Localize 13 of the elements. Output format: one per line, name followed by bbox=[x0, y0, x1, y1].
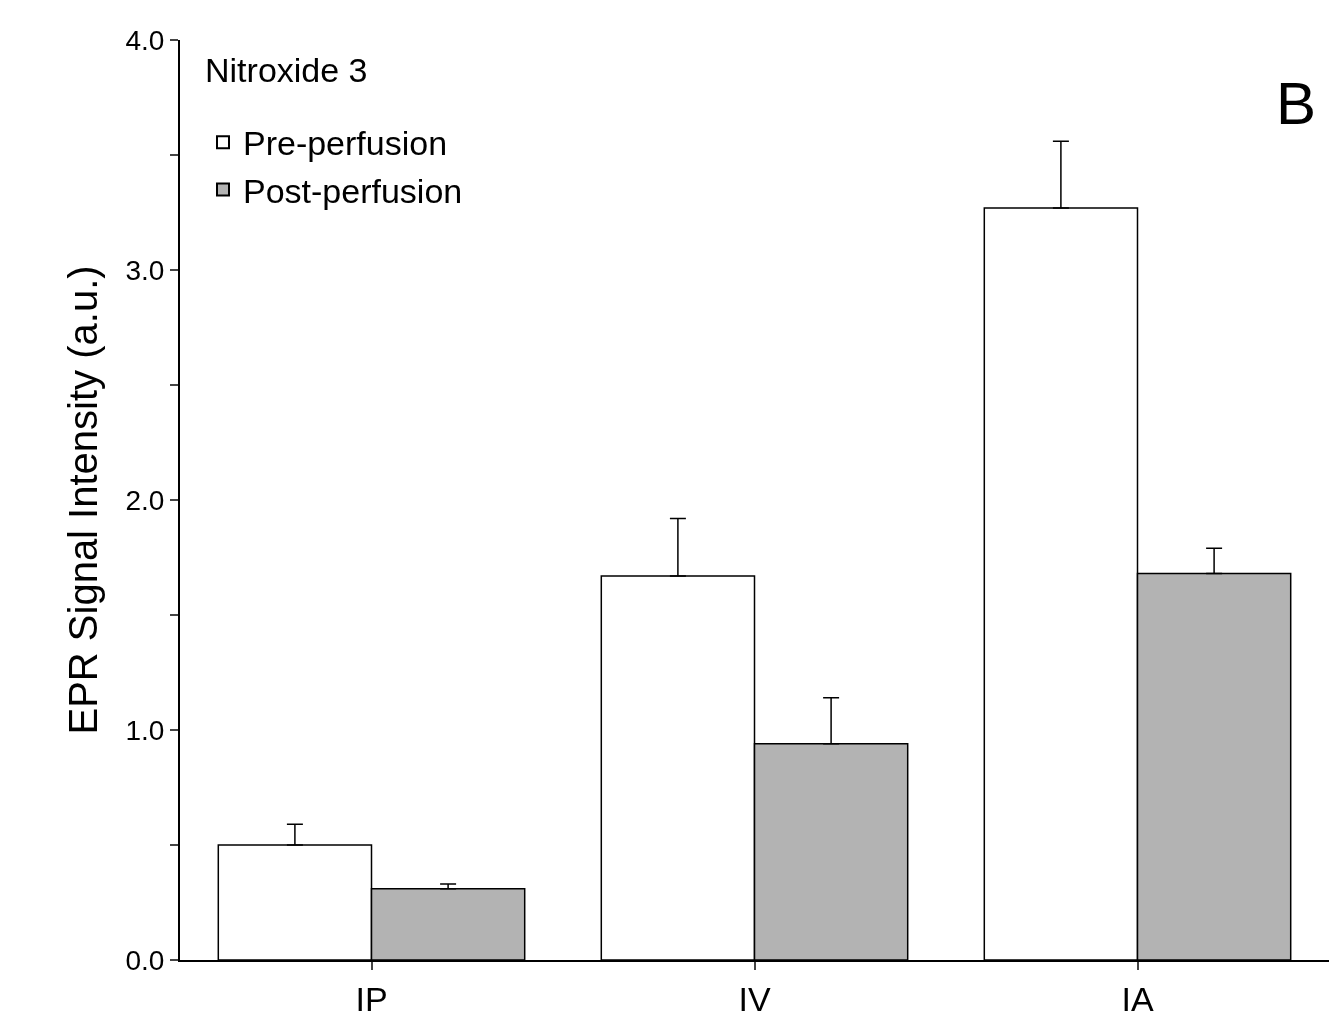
legend-label: Pre-perfusion bbox=[242, 124, 448, 163]
y-tick-label: 2.0 bbox=[125, 484, 165, 516]
annotation: Nitroxide 3 bbox=[205, 51, 368, 89]
y-tick-label: 3.0 bbox=[125, 254, 165, 286]
legend-label: Post-perfusion bbox=[242, 171, 463, 210]
x-tick-label: IA bbox=[1121, 979, 1154, 1018]
x-tick-label: IP bbox=[355, 979, 388, 1018]
y-tick-label: 1.0 bbox=[125, 714, 165, 746]
y-tick-label: 4.0 bbox=[125, 24, 165, 56]
annotation: B bbox=[1276, 70, 1317, 137]
y-axis-title: EPR Signal Intensity (a.u.) bbox=[61, 265, 106, 735]
y-tick-label: 0.0 bbox=[125, 944, 165, 976]
x-tick-label: IV bbox=[738, 979, 771, 1018]
